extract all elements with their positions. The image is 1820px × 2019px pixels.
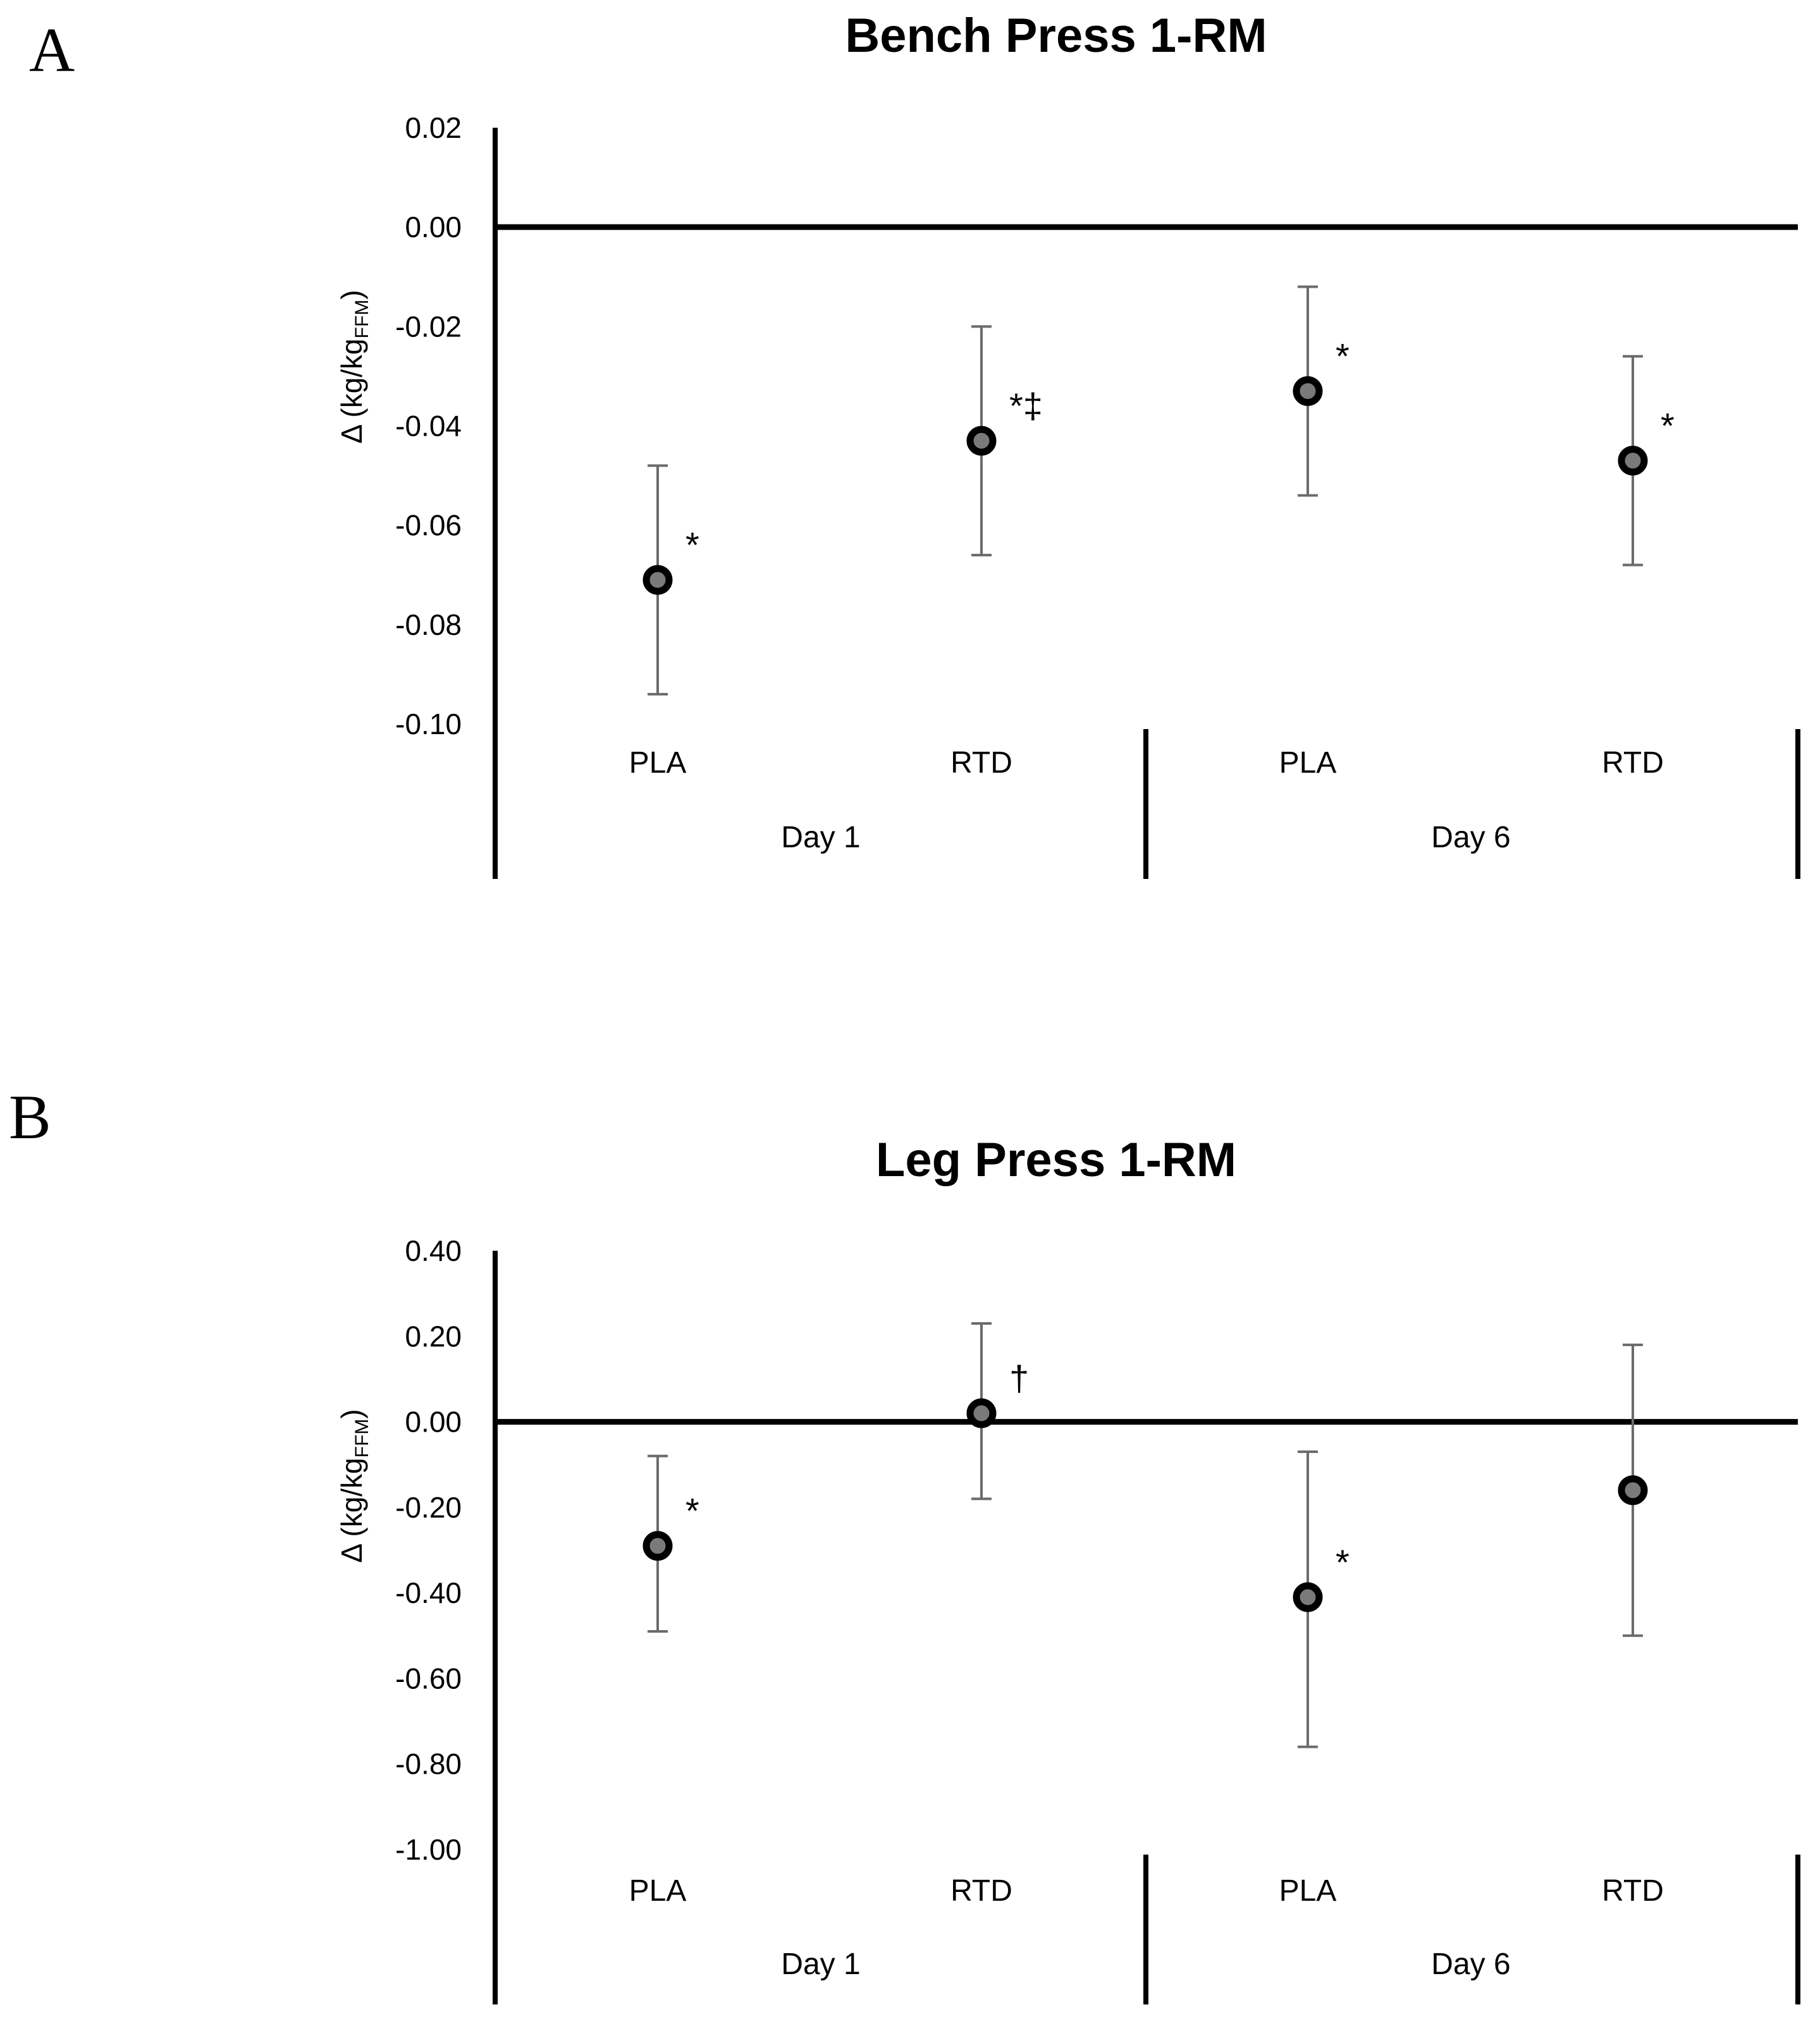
significance-marker: * — [1661, 406, 1675, 446]
x-category-label: PLA — [1279, 1874, 1337, 1908]
significance-marker: * — [1336, 1542, 1350, 1582]
significance-marker: * — [686, 1491, 699, 1531]
x-category-label: PLA — [629, 746, 687, 780]
significance-marker: * — [1336, 336, 1350, 376]
data-point — [966, 426, 997, 456]
significance-marker: *‡ — [1009, 386, 1043, 426]
y-axis-label-close: ) — [335, 290, 368, 299]
y-tick-label: -0.04 — [395, 410, 462, 443]
y-tick-label: -0.06 — [395, 509, 462, 542]
y-axis-label-subscript: FFM — [352, 300, 372, 339]
y-axis-label-main: Δ (kg/kg — [335, 1457, 368, 1562]
data-point — [966, 1398, 997, 1428]
panel-a: A Bench Press 1-RM 0.02 0.00 -0.02 -0.04 -0.06… — [29, 9, 1800, 879]
y-tick-label: 0.00 — [405, 1406, 462, 1439]
significance-marker: * — [686, 525, 699, 565]
y-tick-label: 0.00 — [405, 211, 462, 243]
panel-b: B Leg Press 1-RM 0.40 0.20 0.00 -0.20 -0.40 -0.… — [9, 1082, 1800, 2004]
y-tick-label: -0.40 — [395, 1576, 462, 1609]
chart-title: Leg Press 1-RM — [876, 1133, 1236, 1187]
data-point — [643, 1531, 673, 1561]
y-axis-label-main: Δ (kg/kg — [335, 338, 368, 443]
panel-letter: A — [29, 15, 75, 85]
y-axis-label: Δ (kg/kgFFM) — [335, 290, 372, 443]
significance-marker: † — [1009, 1358, 1029, 1398]
y-axis-label-close: ) — [335, 1409, 368, 1418]
data-point — [1293, 1582, 1323, 1612]
x-group-label: Day 1 — [781, 821, 860, 854]
x-category-label: PLA — [629, 1874, 687, 1908]
chart-title: Bench Press 1-RM — [845, 9, 1267, 63]
y-tick-label: 0.20 — [405, 1320, 462, 1353]
data-point — [1293, 376, 1323, 406]
x-category-label: PLA — [1279, 746, 1337, 780]
data-point — [643, 565, 673, 595]
x-group-label: Day 6 — [1431, 1948, 1510, 1981]
y-tick-label: -1.00 — [395, 1833, 462, 1866]
y-tick-label: -0.60 — [395, 1662, 462, 1695]
y-tick-label: -0.10 — [395, 708, 462, 740]
y-tick-label: 0.02 — [405, 111, 462, 144]
x-category-label: RTD — [1602, 1874, 1664, 1908]
y-tick-label: -0.80 — [395, 1748, 462, 1781]
y-axis-label: Δ (kg/kgFFM) — [335, 1409, 372, 1562]
x-group-label: Day 6 — [1431, 821, 1510, 854]
data-point — [1618, 1475, 1648, 1506]
panel-letter: B — [9, 1082, 51, 1152]
y-tick-label: -0.02 — [395, 310, 462, 343]
x-category-label: RTD — [1602, 746, 1664, 780]
y-tick-label: -0.20 — [395, 1491, 462, 1524]
x-group-label: Day 1 — [781, 1948, 860, 1981]
data-point — [1618, 446, 1648, 476]
x-category-label: RTD — [950, 746, 1012, 780]
y-tick-label: 0.40 — [405, 1234, 462, 1267]
y-axis-label-subscript: FFM — [352, 1419, 372, 1458]
x-category-label: RTD — [950, 1874, 1012, 1908]
y-tick-label: -0.08 — [395, 608, 462, 641]
